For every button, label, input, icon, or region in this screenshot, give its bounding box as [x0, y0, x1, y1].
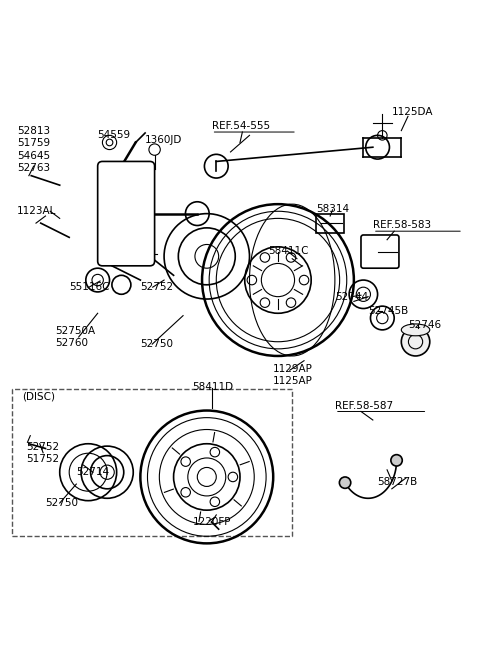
- Text: REF.54-555: REF.54-555: [212, 121, 270, 131]
- Text: 52745B: 52745B: [368, 306, 408, 316]
- Text: 52744: 52744: [335, 291, 368, 302]
- FancyBboxPatch shape: [12, 389, 292, 536]
- Text: 54559: 54559: [97, 130, 131, 140]
- Text: 1220FP: 1220FP: [192, 517, 231, 527]
- Text: (DISC): (DISC): [22, 391, 55, 402]
- Text: 52752: 52752: [140, 282, 173, 292]
- Text: 52746: 52746: [408, 320, 442, 330]
- Text: 58411D: 58411D: [192, 382, 234, 392]
- Text: 52750A
52760: 52750A 52760: [55, 326, 95, 348]
- Text: 52750: 52750: [140, 339, 173, 349]
- Text: 1125DA: 1125DA: [392, 107, 433, 117]
- Text: 58727B: 58727B: [378, 477, 418, 487]
- Ellipse shape: [401, 324, 430, 336]
- Text: 52752
51752: 52752 51752: [26, 442, 60, 464]
- Circle shape: [401, 328, 430, 356]
- Circle shape: [339, 477, 351, 489]
- Text: 52813
51759
54645
52763: 52813 51759 54645 52763: [17, 126, 50, 173]
- Text: 1360JD: 1360JD: [145, 135, 182, 145]
- Text: 1129AP
1125AP: 1129AP 1125AP: [273, 364, 313, 386]
- Text: 52750: 52750: [46, 498, 78, 508]
- Text: 1123AL: 1123AL: [17, 206, 56, 216]
- Text: 58314: 58314: [316, 204, 349, 214]
- Circle shape: [391, 455, 402, 466]
- FancyBboxPatch shape: [361, 235, 399, 268]
- Text: 52714: 52714: [76, 467, 109, 477]
- Text: 55116C: 55116C: [69, 282, 110, 292]
- Text: REF.58-583: REF.58-583: [373, 221, 431, 231]
- Bar: [316, 214, 344, 233]
- Text: REF.58-587: REF.58-587: [335, 401, 393, 411]
- FancyBboxPatch shape: [97, 161, 155, 266]
- Text: 58411C: 58411C: [268, 246, 309, 255]
